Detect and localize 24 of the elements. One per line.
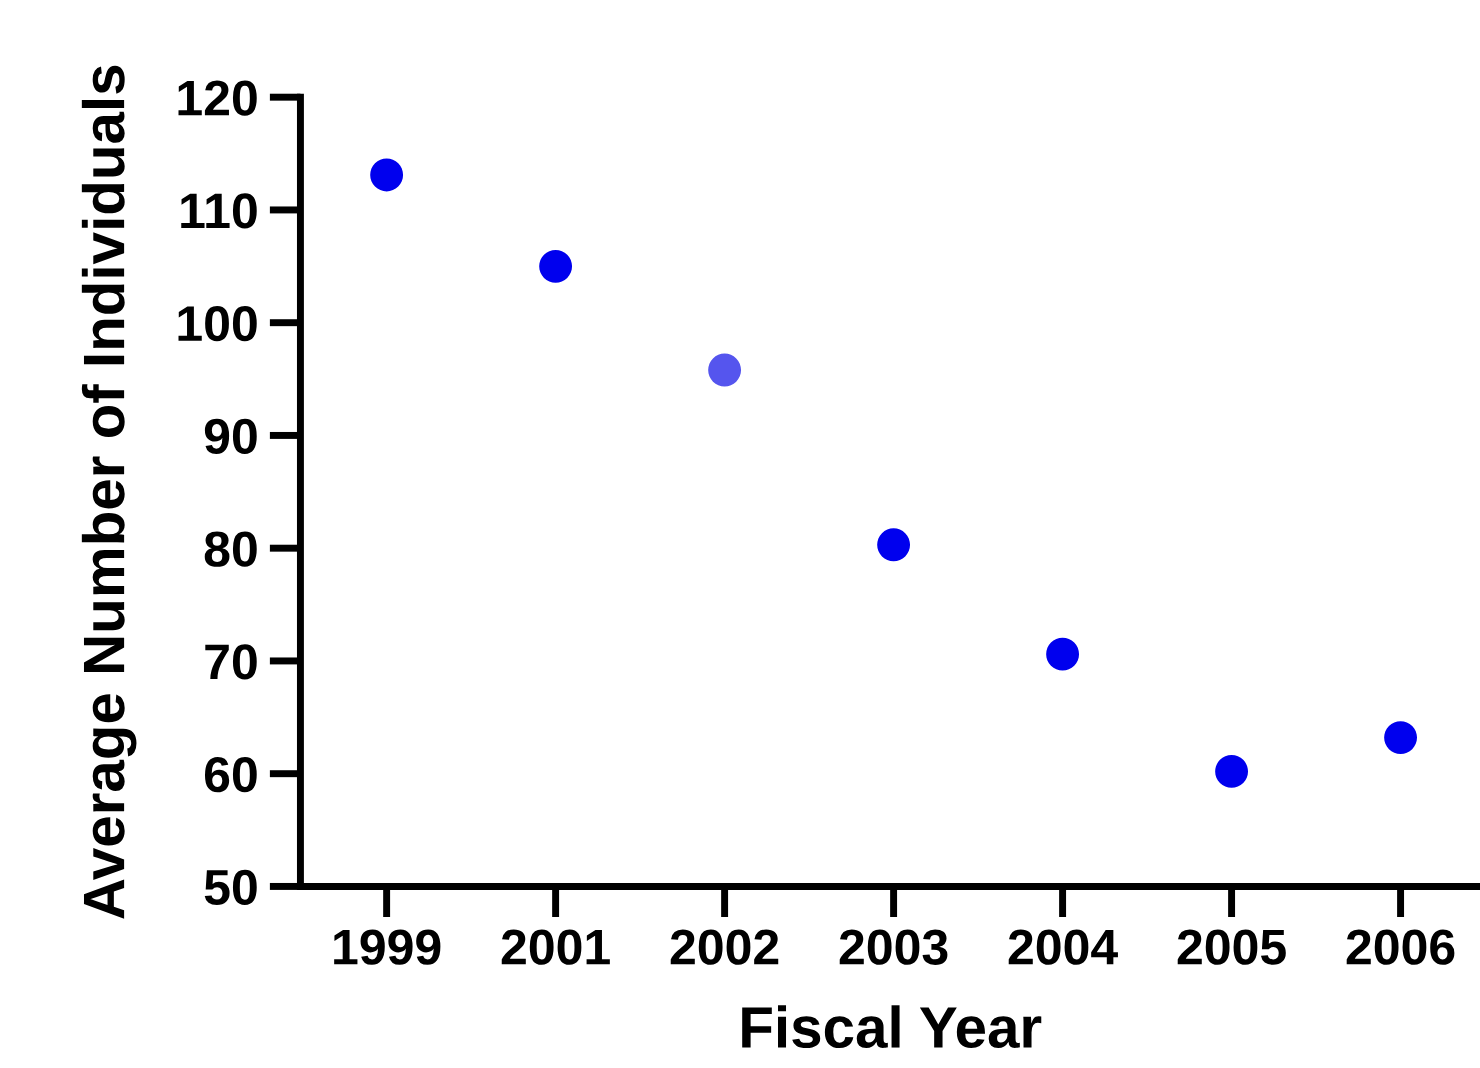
x-tick-label: 1999 xyxy=(334,929,441,965)
y-tick-label: 60 xyxy=(204,756,257,793)
point xyxy=(1384,721,1417,755)
x-axis-title: Fiscal Year xyxy=(742,1005,1042,1049)
y-tick-label: 50 xyxy=(204,869,257,906)
x-tick-label: 2005 xyxy=(1177,929,1286,965)
point xyxy=(877,528,911,562)
point xyxy=(539,249,573,283)
y-axis-title: Average Number of Individuals xyxy=(81,65,137,919)
x-tick-label: 2003 xyxy=(839,929,948,965)
point xyxy=(1046,637,1080,671)
x-tick-label: 2004 xyxy=(1008,929,1118,965)
y-tick-label: 70 xyxy=(205,644,257,680)
y-tick-label: 120 xyxy=(178,80,257,116)
x-tick-label: 2006 xyxy=(1346,929,1455,965)
y-tick-label: 80 xyxy=(204,531,257,567)
y-tick-label: 110 xyxy=(181,193,257,229)
y-tick-label: 90 xyxy=(204,418,257,455)
point xyxy=(1215,755,1249,788)
y-tick-label: 100 xyxy=(178,305,257,342)
point xyxy=(370,158,404,192)
point xyxy=(708,353,742,387)
x-tick-label: 2001 xyxy=(501,929,610,965)
x-tick-label: 2002 xyxy=(670,929,779,965)
